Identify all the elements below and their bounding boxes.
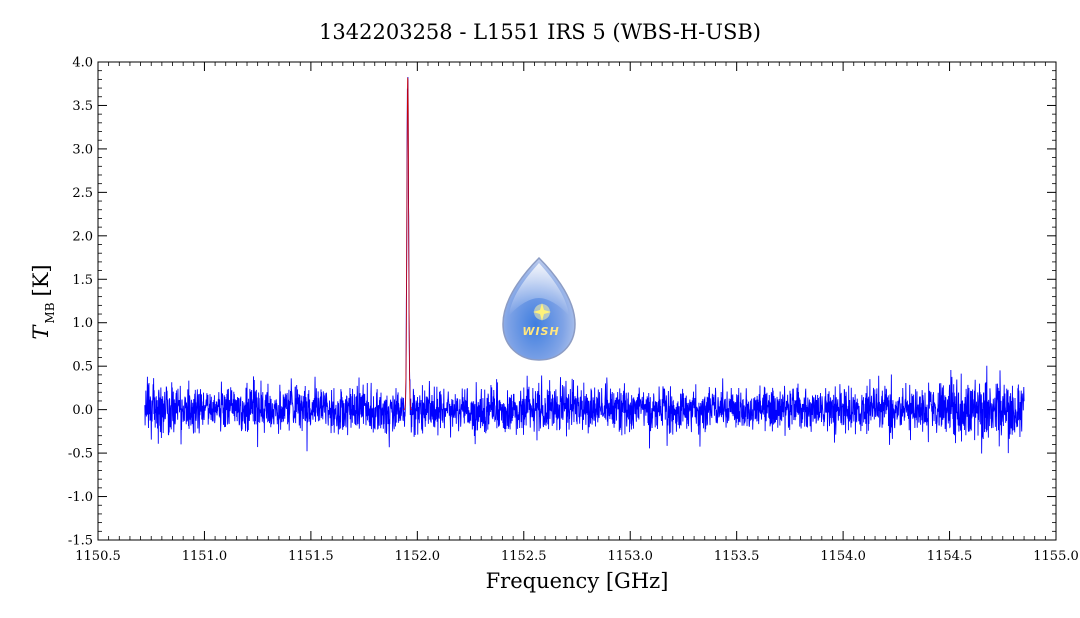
- y-tick-label: 2.0: [72, 229, 93, 244]
- x-axis-label: Frequency [GHz]: [486, 569, 669, 593]
- x-tick-label: 1152.0: [395, 549, 441, 564]
- x-tick-label: 1150.5: [75, 549, 121, 564]
- series-group: [144, 76, 1025, 454]
- logo-text: WISH: [522, 325, 559, 338]
- spectrum-series-line: [144, 76, 1025, 454]
- x-tick-label: 1154.5: [927, 549, 973, 564]
- y-tick-label: 3.0: [72, 142, 93, 157]
- y-tick-label: 3.5: [72, 99, 93, 114]
- y-axis-label: TMB [K]: [29, 264, 57, 339]
- line-fit-marker: [403, 77, 412, 411]
- logo-drop-shine: [509, 263, 569, 316]
- x-tick-label: 1151.5: [288, 549, 334, 564]
- wish-logo: WISH: [502, 256, 576, 361]
- y-axis-label-main: T: [29, 324, 53, 340]
- y-tick-label: 0.0: [72, 403, 93, 418]
- y-axis-tick-labels: -1.5 -1.0 -0.5 0.0 0.5 1.0 1.5 2.0 2.5 3.0 3.5 4.0: [68, 56, 93, 549]
- x-tick-label: 1152.5: [501, 549, 547, 564]
- x-tick-label: 1155.0: [1033, 549, 1079, 564]
- y-axis-label-sub: MB: [43, 302, 57, 323]
- plot-frame: [97, 61, 1057, 541]
- star-icon: [533, 303, 551, 321]
- x-tick-label: 1153.0: [607, 549, 653, 564]
- x-axis-tick-labels: 1150.5 1151.0 1151.5 1152.0 1152.5 1153.0 1153…: [75, 549, 1079, 564]
- y-tick-label: -1.0: [68, 490, 93, 505]
- y-tick-label: 0.5: [72, 360, 93, 375]
- y-tick-label: 1.0: [72, 316, 93, 331]
- y-axis-ticks: [98, 61, 1056, 541]
- y-axis-label-unit: [K]: [29, 264, 53, 296]
- svg-text:TMB[K]: TMB [K]: [29, 264, 57, 339]
- x-tick-label: 1151.0: [182, 549, 228, 564]
- y-tick-label: 1.5: [72, 273, 93, 288]
- x-tick-label: 1153.5: [714, 549, 760, 564]
- x-tick-label: 1154.0: [820, 549, 866, 564]
- y-tick-label: 2.5: [72, 186, 93, 201]
- chart-title: 1342203258 - L1551 IRS 5 (WBS-H-USB): [319, 20, 761, 44]
- y-tick-label: -1.5: [68, 534, 93, 549]
- y-tick-label: -0.5: [68, 447, 93, 462]
- plot-area: 1150.5 1151.0 1151.5 1152.0 1152.5 1153.0 1153…: [68, 56, 1079, 565]
- y-tick-label: 4.0: [72, 56, 93, 71]
- x-axis-ticks: [97, 62, 1057, 540]
